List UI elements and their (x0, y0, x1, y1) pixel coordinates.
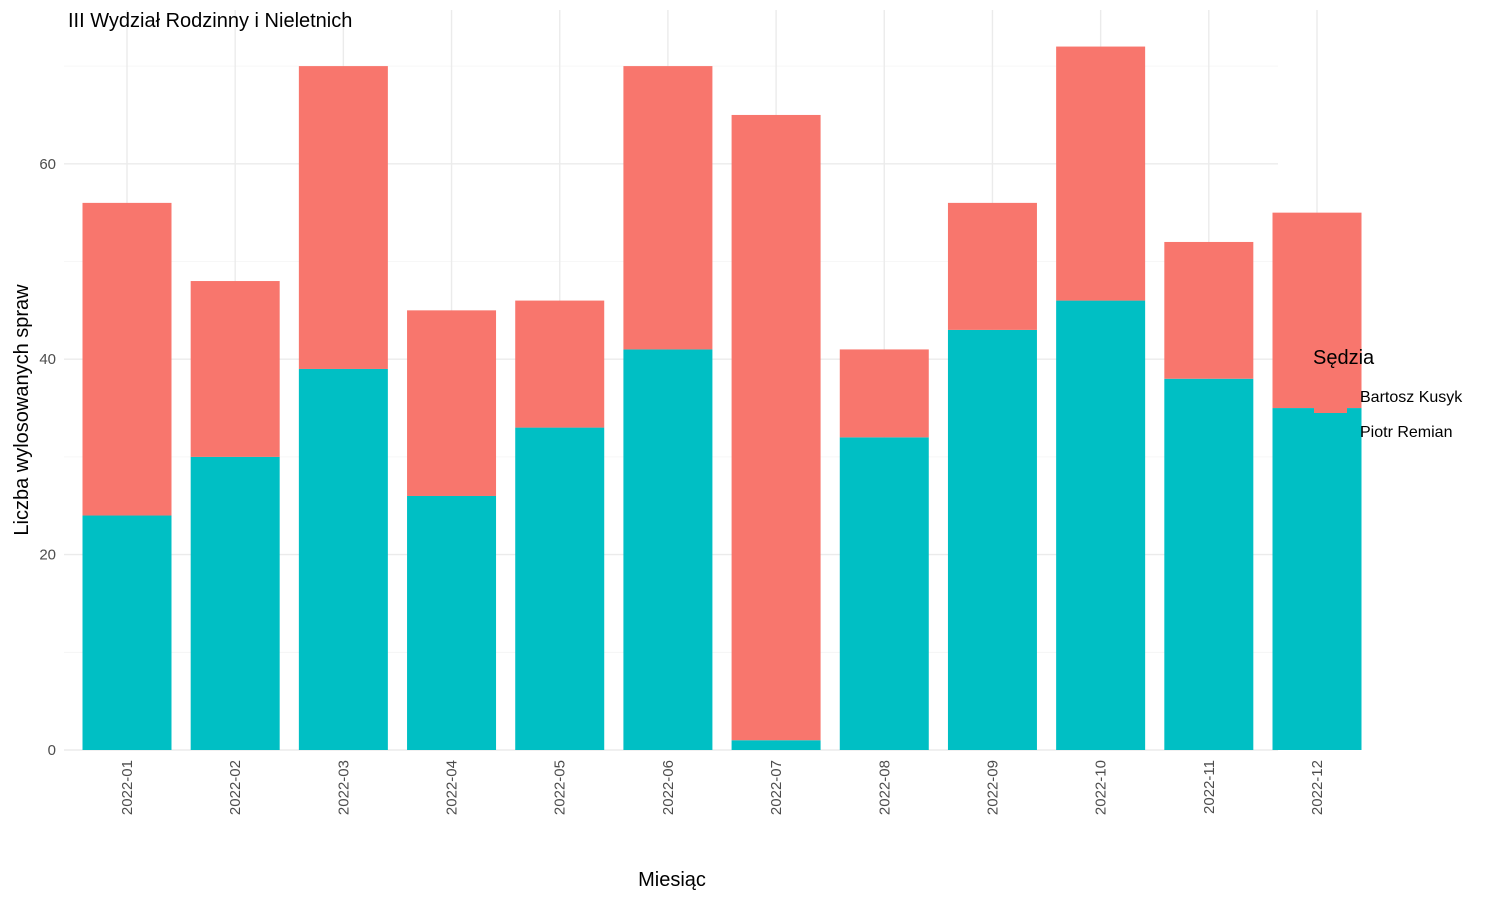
x-tick-label: 2022-06 (660, 760, 677, 815)
legend-label: Piotr Remian (1360, 424, 1452, 441)
bar-segment (298, 368, 388, 750)
x-tick-label: 2022-07 (768, 760, 785, 815)
bar-segment (1164, 241, 1254, 379)
bars-layer (82, 46, 1362, 750)
tick-labels-layer: 0 20 40 60 2022-01 2022-02 2022-03 2022-04 2022-… (39, 156, 1326, 815)
bar-segment (1056, 300, 1146, 750)
bar-segment (407, 310, 497, 496)
x-tick-label: 2022-04 (444, 760, 461, 815)
bar-segment (190, 456, 280, 750)
bar-segment (623, 349, 713, 750)
y-tick-label: 60 (39, 156, 56, 173)
bar-segment (839, 349, 929, 438)
x-tick-label: 2022-10 (1093, 760, 1110, 815)
x-tick-label: 2022-09 (984, 760, 1001, 815)
bar-segment (731, 740, 821, 750)
y-tick-label: 0 (48, 742, 56, 759)
bar-segment (1056, 46, 1146, 301)
legend-key (1314, 380, 1347, 413)
bar-segment (1272, 408, 1362, 750)
y-tick-label: 40 (39, 351, 56, 368)
legend-title: Sędzia (1313, 347, 1375, 369)
y-axis-title: Liczba wylosowanych spraw (11, 284, 33, 536)
legend-label: Bartosz Kusyk (1360, 389, 1463, 406)
bar-segment (1164, 378, 1254, 750)
x-tick-label: 2022-11 (1201, 760, 1218, 814)
legend: Sędzia Bartosz Kusyk Piotr Remian (1313, 347, 1463, 448)
x-tick-label: 2022-08 (876, 760, 893, 815)
chart-title: III Wydział Rodzinny i Nieletnich (68, 10, 352, 32)
bar-segment (82, 202, 172, 516)
legend-key (1314, 415, 1347, 448)
y-tick-label: 20 (39, 547, 56, 564)
bar-segment (515, 427, 605, 750)
bar-segment (407, 495, 497, 750)
x-tick-label: 2022-03 (335, 760, 352, 815)
bar-segment (190, 281, 280, 457)
x-tick-label: 2022-05 (552, 760, 569, 815)
bar-segment (731, 114, 821, 741)
bar-segment (947, 329, 1037, 750)
bar-segment (515, 300, 605, 428)
bar-segment (82, 515, 172, 750)
bar-segment (298, 66, 388, 369)
x-axis-title: Miesiąc (638, 869, 706, 891)
bar-segment (839, 437, 929, 750)
x-tick-label: 2022-12 (1309, 760, 1326, 815)
bar-segment (623, 66, 713, 350)
x-tick-label: 2022-02 (227, 760, 244, 815)
x-tick-label: 2022-01 (119, 760, 136, 815)
bar-segment (947, 202, 1037, 330)
bar-segment (1272, 212, 1362, 409)
